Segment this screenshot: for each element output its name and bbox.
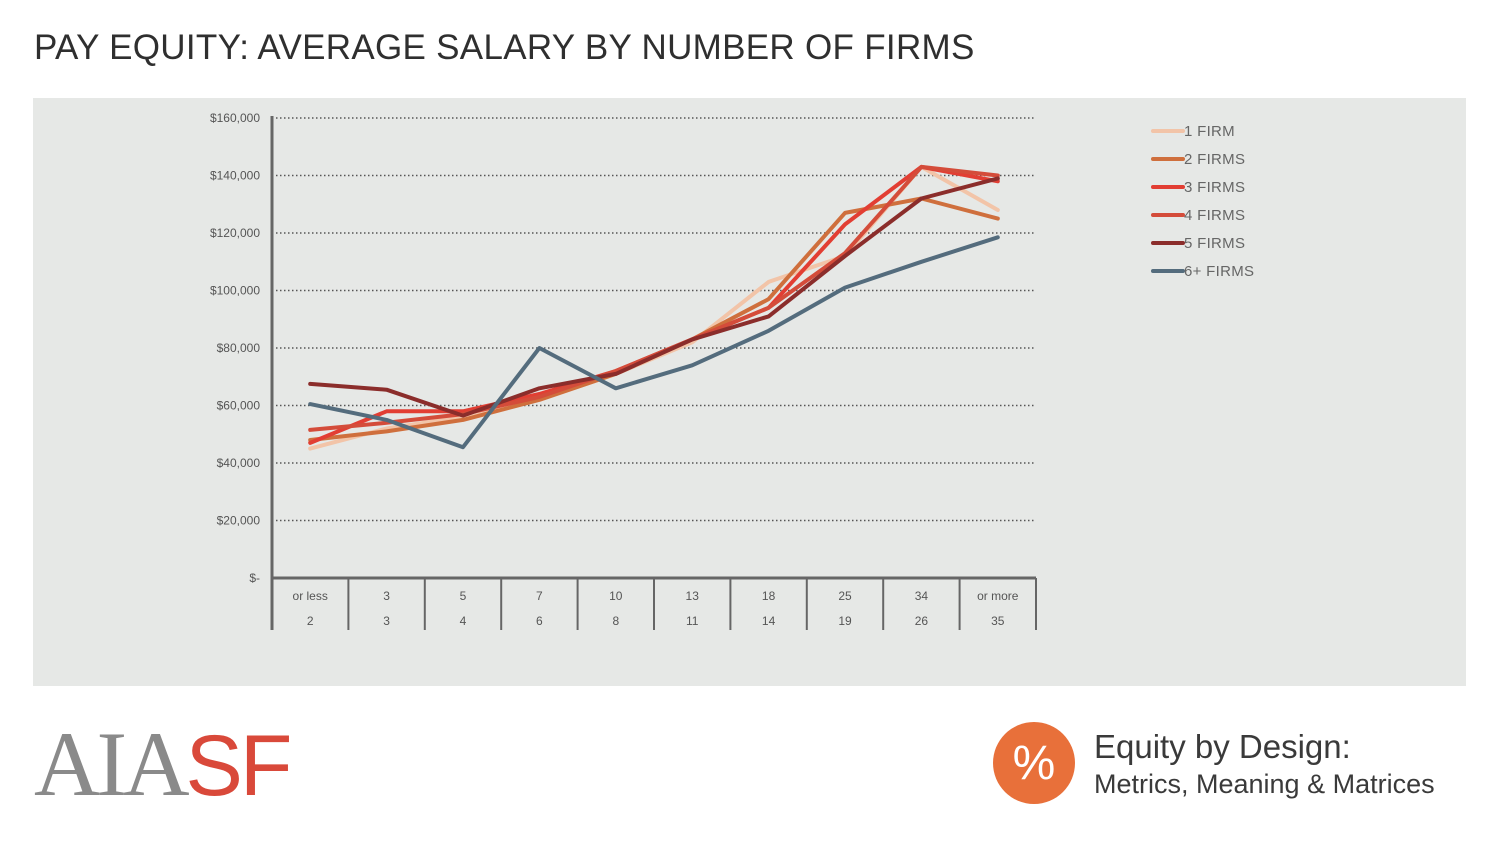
x-tick-label-top: 34 <box>915 589 929 603</box>
chart-panel: $- $20,000 $40,000 $60,000 $80,000 $100,000 $1… <box>33 98 1466 686</box>
legend-label: 3 FIRMS <box>1184 179 1245 196</box>
brand-title: Equity by Design: <box>1094 728 1351 765</box>
y-tick-label: $40,000 <box>217 456 261 470</box>
x-tick-label-bottom: 35 <box>991 614 1005 628</box>
series-line <box>308 176 1000 418</box>
aiasf-logo: AIASF <box>34 718 292 810</box>
x-tick-label-bottom: 26 <box>915 614 929 628</box>
series-line <box>308 196 1000 442</box>
x-tick-label-bottom: 14 <box>762 614 776 628</box>
legend-label: 1 FIRM <box>1184 123 1235 140</box>
x-tick-label-top: 10 <box>609 589 623 603</box>
x-tick-label-top: or more <box>977 589 1019 603</box>
series-line <box>308 164 1000 451</box>
y-tick-label: $60,000 <box>217 399 261 413</box>
legend-label: 6+ FIRMS <box>1184 263 1254 280</box>
x-tick-label-bottom: 2 <box>307 614 314 628</box>
y-tick-label: $140,000 <box>210 169 260 183</box>
x-tick-label-top: 7 <box>536 589 543 603</box>
logo-sf-text: SF <box>185 718 293 814</box>
legend-label: 2 FIRMS <box>1184 151 1245 168</box>
x-tick-label-top: 13 <box>686 589 700 603</box>
x-tick-label-top: 25 <box>838 589 852 603</box>
logo-aia-text: AIA <box>34 713 190 815</box>
y-tick-label: $- <box>249 571 260 585</box>
line-chart: $- $20,000 $40,000 $60,000 $80,000 $100,000 $1… <box>210 111 1254 630</box>
x-tick-label-bottom: 19 <box>838 614 852 628</box>
x-tick-label-bottom: 3 <box>383 614 390 628</box>
series-line <box>308 235 1000 450</box>
x-tick-label-bottom: 11 <box>686 614 699 628</box>
y-tick-label: $100,000 <box>210 284 260 298</box>
y-tick-label: $80,000 <box>217 341 261 355</box>
percent-symbol: % <box>1012 736 1056 790</box>
legend-label: 4 FIRMS <box>1184 207 1245 224</box>
x-tick-label-top: 3 <box>383 589 390 603</box>
x-tick-label-top: or less <box>293 589 328 603</box>
y-tick-label: $20,000 <box>217 514 261 528</box>
page-title: PAY EQUITY: AVERAGE SALARY BY NUMBER OF … <box>34 28 975 67</box>
x-tick-label-top: 5 <box>460 589 467 603</box>
series-line <box>308 164 1000 445</box>
series-line <box>308 164 1000 432</box>
brand-subtitle: Metrics, Meaning & Matrices <box>1094 769 1435 799</box>
y-tick-label: $160,000 <box>210 111 260 125</box>
y-tick-label: $120,000 <box>210 226 260 240</box>
x-tick-label-bottom: 8 <box>612 614 619 628</box>
x-tick-label-bottom: 6 <box>536 614 543 628</box>
percent-badge-icon: % <box>993 722 1075 804</box>
x-tick-label-top: 18 <box>762 589 776 603</box>
legend-label: 5 FIRMS <box>1184 235 1245 252</box>
x-tick-label-bottom: 4 <box>460 614 467 628</box>
